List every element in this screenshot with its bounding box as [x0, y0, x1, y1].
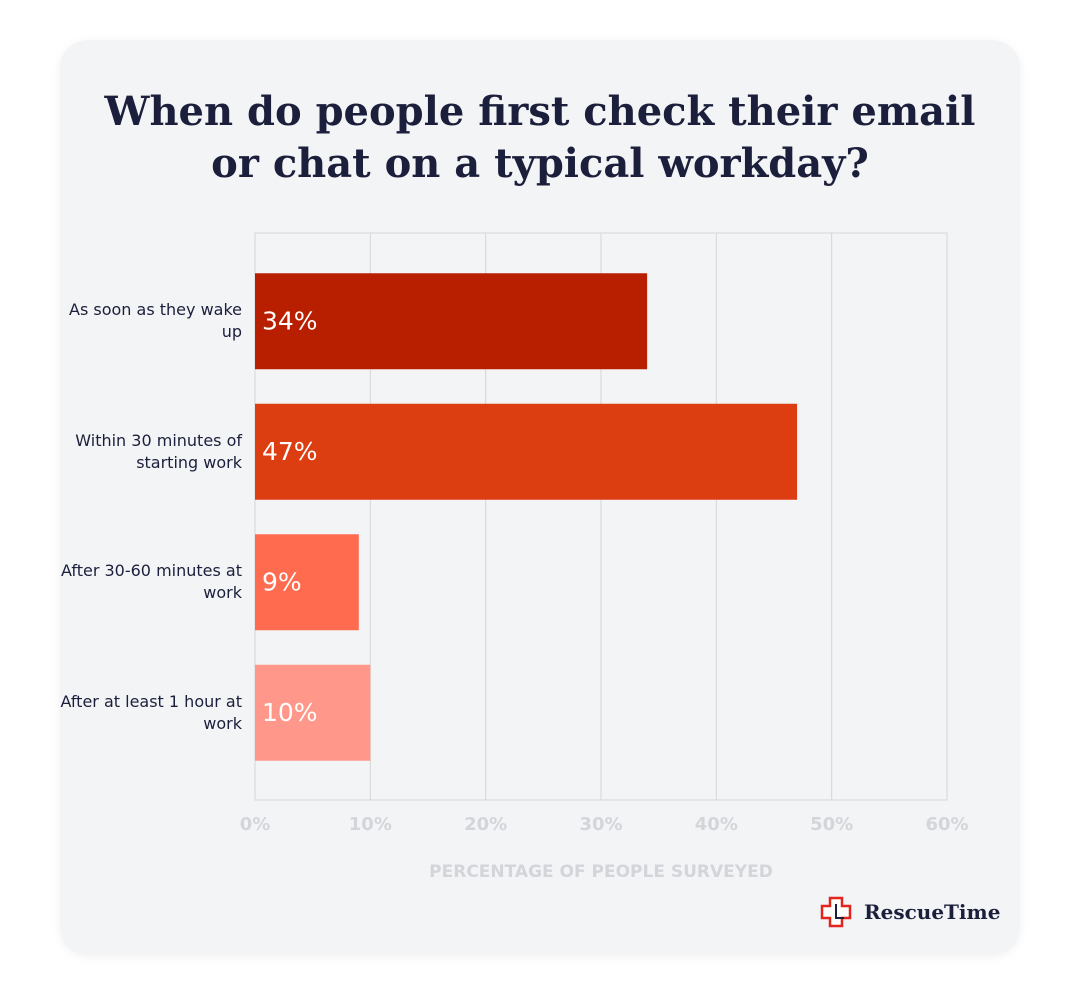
- bar: [255, 403, 798, 500]
- y-tick-label: After at least 1 hour at work: [60, 691, 242, 733]
- x-tick-label: 0%: [240, 814, 271, 835]
- y-tick-label: Within 30 minutes of starting work: [75, 430, 242, 472]
- x-tick-label: 10%: [349, 814, 392, 835]
- x-axis-label: PERCENTAGE OF PEOPLE SURVEYED: [429, 862, 773, 882]
- bar: [255, 273, 648, 370]
- brand-name: RescueTime: [864, 900, 1001, 924]
- y-tick-label: As soon as they wake up: [69, 300, 242, 342]
- x-tick-label: 30%: [579, 814, 622, 835]
- brand-logo: [820, 896, 852, 928]
- x-tick-label: 60%: [925, 814, 968, 835]
- chart-title: When do people first check their email o…: [104, 88, 976, 187]
- y-tick-label: After 30-60 minutes at work: [60, 561, 242, 603]
- bar: [255, 664, 371, 761]
- data-label: 10%: [262, 698, 318, 727]
- data-label: 9%: [262, 567, 302, 596]
- bar: [255, 534, 359, 631]
- x-tick-label: 50%: [810, 814, 853, 835]
- data-label: 34%: [262, 306, 318, 335]
- data-label: 47%: [262, 437, 318, 466]
- x-tick-label: 40%: [695, 814, 738, 835]
- x-tick-label: 20%: [464, 814, 507, 835]
